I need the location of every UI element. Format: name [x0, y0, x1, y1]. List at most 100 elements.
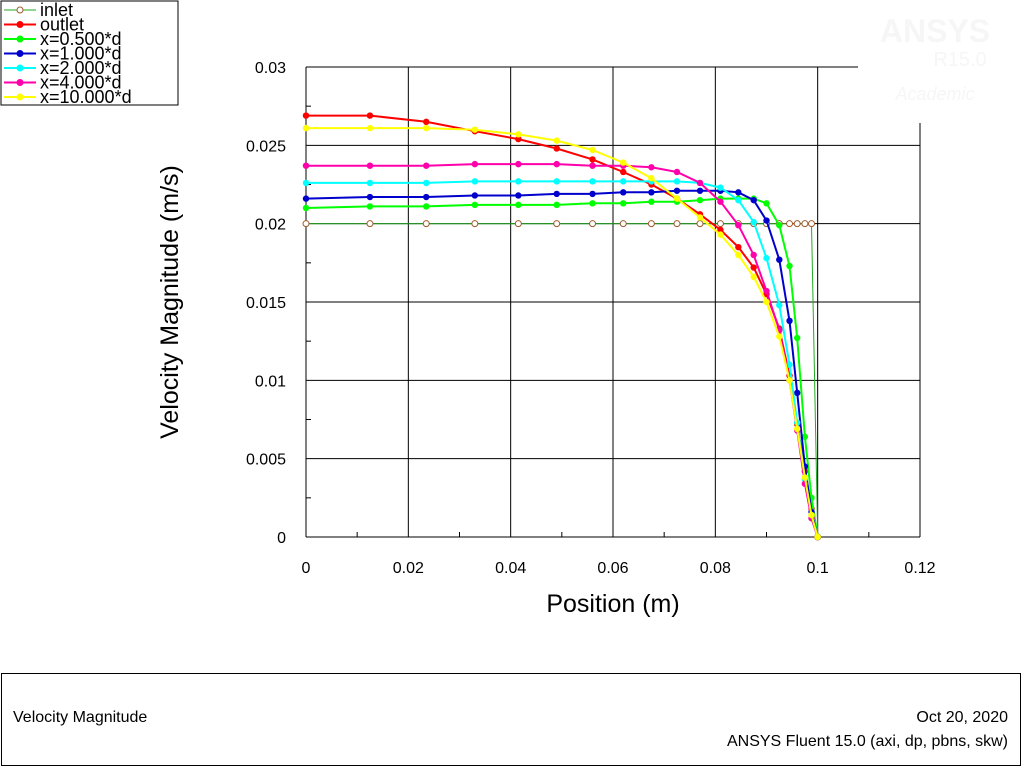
- data-point: [302, 162, 310, 169]
- data-point: [553, 220, 561, 228]
- data-point: [735, 222, 742, 229]
- legend-label: x=0.500*d: [40, 29, 122, 49]
- data-point: [735, 251, 742, 259]
- data-point: [589, 200, 596, 207]
- data-point: [302, 204, 310, 212]
- info-panel: Velocity Magnitude Oct 20, 2020 ANSYS Fl…: [1, 673, 1021, 766]
- legend-label: x=1.000*d: [40, 44, 122, 64]
- data-point: [794, 425, 801, 433]
- data-point: [673, 220, 681, 228]
- y-tick-label: 0: [277, 530, 286, 547]
- legend-swatch-marker: [16, 21, 24, 28]
- data-point: [648, 198, 655, 205]
- date-label: Oct 20, 2020: [916, 709, 1008, 726]
- data-point: [553, 201, 560, 209]
- data-point: [735, 196, 742, 204]
- data-point: [515, 160, 522, 168]
- data-point: [620, 200, 627, 207]
- grid: [306, 66, 921, 537]
- data-point: [471, 178, 479, 185]
- data-point: [801, 433, 809, 440]
- data-point: [471, 201, 479, 209]
- data-point: [471, 192, 479, 199]
- data-point: [647, 220, 655, 228]
- data-point: [366, 124, 374, 132]
- data-point: [302, 112, 310, 119]
- data-point: [515, 201, 522, 209]
- series-6: [302, 160, 821, 541]
- data-point: [763, 298, 770, 306]
- series-7: [302, 124, 821, 541]
- watermark-brand: ANSYS: [880, 13, 990, 49]
- data-point: [776, 256, 783, 263]
- data-point: [696, 196, 704, 204]
- data-point: [423, 193, 430, 201]
- tick-labels: 0 0.02 0.04 0.06 0.08 0.1 0.12 0 0.005 0.01 0.015 0…: [246, 60, 936, 577]
- data-point: [553, 160, 560, 168]
- series-line: [305, 189, 819, 538]
- data-point: [302, 220, 310, 228]
- data-point: [786, 262, 793, 270]
- legend-label: x=4.000*d: [40, 73, 122, 93]
- data-point: [786, 377, 793, 384]
- data-point: [423, 203, 430, 210]
- legend: inletoutletx=0.500*dx=1.000*dx=2.000*dx=…: [0, 0, 179, 107]
- series-line: [306, 114, 819, 538]
- solver-label: ANSYS Fluent 15.0 (axi, dp, pbns, skw): [726, 733, 1008, 750]
- data-point: [620, 168, 627, 176]
- legend-swatch-marker: [16, 64, 24, 72]
- data-point: [620, 159, 627, 166]
- data-point: [366, 179, 374, 187]
- data-point: [514, 220, 522, 228]
- data-point: [717, 226, 724, 234]
- xy-plot: ANSYS R15.0 Academic 0 0.02 0.04 0.06 0.08 0.…: [0, 0, 990, 618]
- series-line: [306, 127, 819, 538]
- data-point: [648, 189, 655, 196]
- quantity-label: Velocity Magnitude: [13, 709, 148, 726]
- data-point: [801, 474, 809, 481]
- data-point: [515, 178, 522, 185]
- series-2: [302, 112, 821, 541]
- legend-label: x=10.000*d: [40, 87, 132, 107]
- data-point: [808, 511, 815, 519]
- series-4: [302, 187, 821, 541]
- watermark-edition: Academic: [894, 84, 974, 104]
- data-point: [786, 361, 793, 368]
- x-axis-title: Position (m): [546, 590, 679, 618]
- x-tick-label: 0.04: [495, 560, 526, 577]
- data-point: [673, 168, 681, 176]
- data-point: [696, 179, 704, 187]
- data-point: [801, 220, 809, 228]
- data-point: [589, 146, 596, 154]
- data-point: [553, 178, 560, 185]
- data-point: [471, 126, 479, 133]
- data-point: [515, 131, 522, 138]
- data-point: [553, 145, 560, 152]
- data-point: [302, 179, 310, 187]
- data-point: [750, 273, 757, 281]
- data-point: [423, 118, 430, 126]
- data-point: [808, 220, 816, 228]
- x-tick-label: 0.02: [393, 560, 424, 577]
- data-point: [763, 200, 770, 207]
- series-line: [306, 180, 819, 538]
- data-point: [366, 193, 374, 201]
- data-point: [515, 135, 522, 143]
- data-point: [717, 198, 724, 205]
- data-point: [620, 178, 627, 185]
- data-point: [589, 156, 596, 163]
- data-point: [696, 220, 704, 228]
- data-point: [735, 189, 742, 196]
- data-point: [750, 264, 757, 271]
- data-point: [422, 220, 430, 228]
- y-tick-label: 0.005: [246, 452, 286, 469]
- legend-swatch-marker: [16, 93, 24, 101]
- series-line: [306, 163, 819, 538]
- x-tick-label: 0.08: [700, 560, 731, 577]
- data-point: [366, 203, 374, 210]
- series-3: [302, 195, 821, 541]
- data-point: [471, 160, 479, 168]
- data-point: [696, 214, 704, 221]
- x-tick-label: 0.06: [597, 560, 628, 577]
- data-point: [619, 220, 627, 228]
